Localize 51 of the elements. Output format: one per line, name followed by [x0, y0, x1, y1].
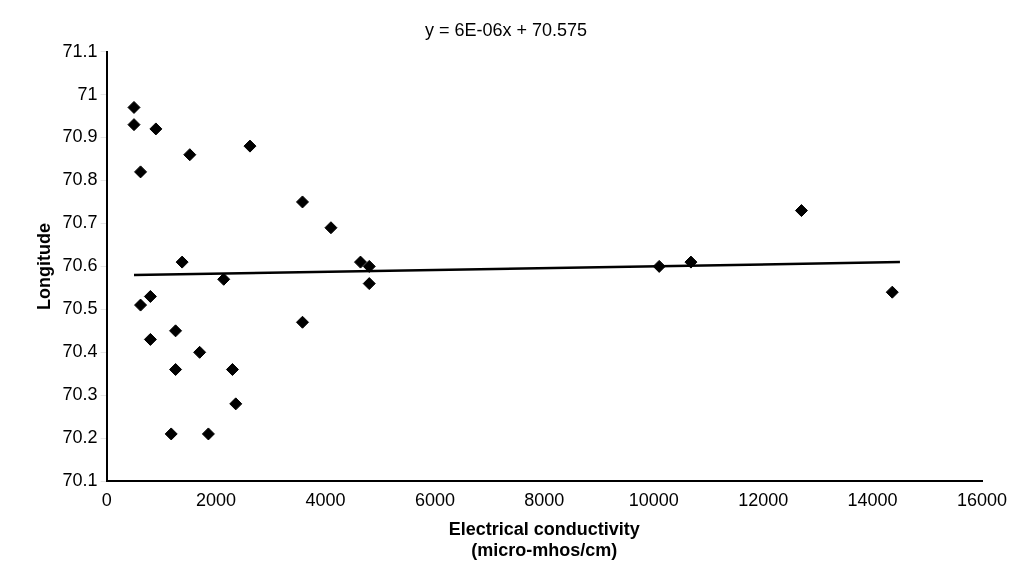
point: [134, 298, 148, 312]
x-tick-label: 14000: [847, 489, 898, 510]
point: [183, 148, 197, 162]
point: [175, 255, 189, 269]
y-tick-label: 70.9: [62, 126, 98, 147]
point: [193, 345, 207, 359]
y-tick-label: 71: [77, 83, 98, 104]
point: [296, 315, 309, 329]
x-tick-label: 0: [101, 489, 112, 510]
y-axis-title: Longitude: [33, 222, 54, 310]
point: [143, 332, 157, 346]
point: [149, 122, 163, 136]
y-tick-label: 70.4: [62, 341, 98, 362]
y-tick-label: 70.1: [62, 470, 98, 491]
point: [296, 195, 309, 209]
point: [217, 272, 231, 286]
point: [324, 221, 338, 235]
point: [164, 427, 178, 441]
y-tick-label: 70.7: [62, 212, 98, 233]
point: [243, 139, 257, 153]
point: [362, 277, 376, 291]
chart-title: y = 6E-06x + 70.575: [424, 19, 588, 40]
x-tick-label: 10000: [628, 489, 679, 510]
x-axis-title: Electrical conductivity (micro-mhos/cm): [448, 518, 640, 561]
point: [169, 363, 183, 376]
point: [201, 427, 215, 441]
point: [353, 255, 367, 269]
point: [885, 285, 899, 299]
y-tick-label: 70.3: [62, 384, 98, 405]
point: [362, 259, 376, 273]
point: [127, 100, 141, 114]
point: [652, 259, 666, 273]
x-tick-label: 2000: [196, 489, 237, 510]
x-tick-label: 6000: [414, 489, 455, 510]
y-tick-label: 70.8: [62, 169, 98, 190]
point: [684, 255, 698, 269]
x-tick-label: 4000: [305, 489, 346, 510]
x-tick-label: 16000: [956, 489, 1008, 510]
y-tick-label: 71.1: [62, 40, 98, 61]
point: [127, 118, 141, 132]
point: [794, 204, 808, 218]
point: [169, 324, 183, 338]
point: [143, 289, 157, 303]
y-tick-label: 70.6: [62, 255, 98, 276]
x-tick-label: 8000: [524, 489, 565, 510]
y-tick-label: 70.2: [62, 427, 98, 448]
point: [225, 363, 239, 376]
x-tick-label: 12000: [738, 489, 789, 510]
y-tick-label: 70.5: [62, 298, 98, 319]
point: [134, 165, 148, 179]
point: [229, 397, 243, 411]
